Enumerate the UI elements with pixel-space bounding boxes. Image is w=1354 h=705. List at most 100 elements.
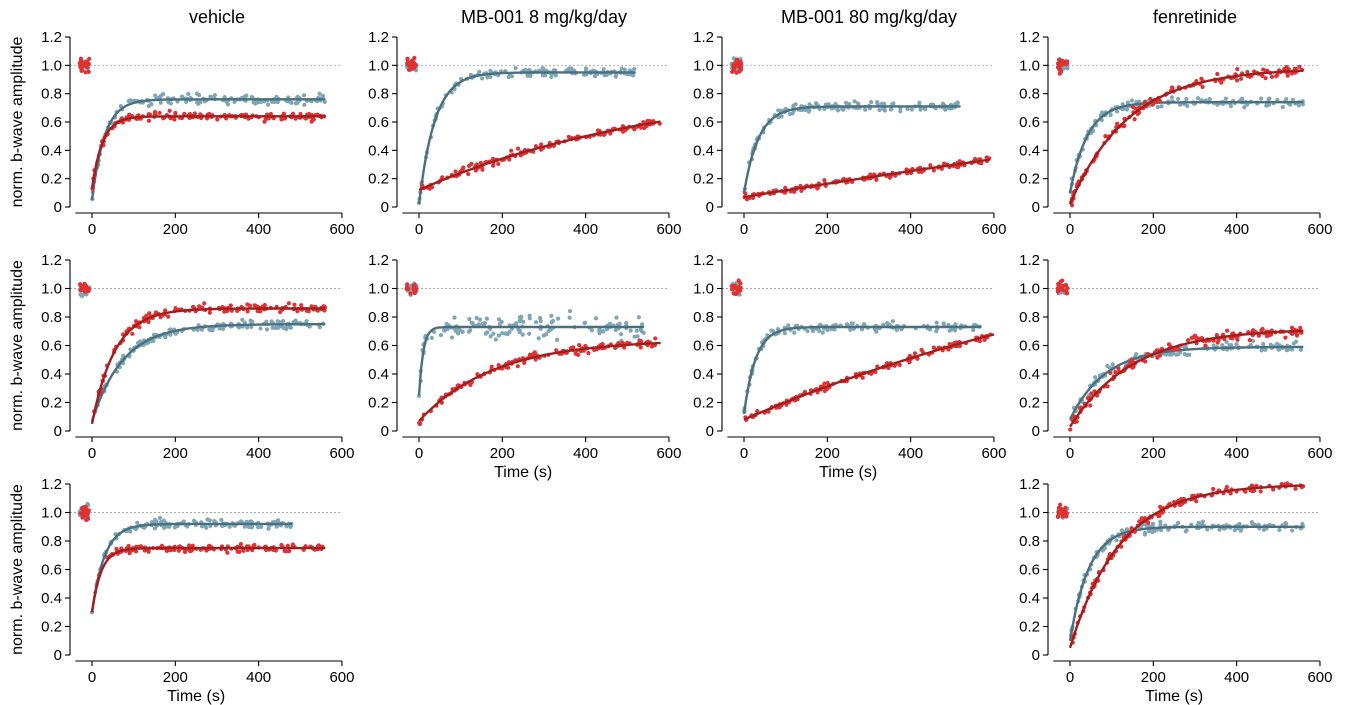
blue-data-point: [488, 68, 493, 73]
blue-data-point: [507, 329, 512, 335]
blue-data-point: [221, 326, 226, 331]
red-data-point: [238, 542, 243, 547]
red-data-point: [576, 352, 581, 357]
blue-data-point: [1261, 342, 1266, 347]
blue-data-point: [1263, 347, 1268, 352]
red-data-point: [1251, 328, 1256, 333]
x-axis-title: Time (s): [819, 464, 877, 481]
blue-data-point: [513, 65, 518, 71]
red-baseline-point: [732, 62, 737, 67]
red-data-point: [1238, 76, 1244, 81]
blue-data-point: [159, 519, 164, 525]
blue-data-point: [952, 328, 958, 333]
blue-data-point: [855, 101, 860, 106]
red-data-point: [822, 178, 827, 183]
red-data-point: [577, 343, 582, 348]
y-tick-label: 0.2: [1019, 395, 1040, 412]
blue-data-point: [601, 67, 606, 72]
blue-data-point: [567, 315, 572, 320]
blue-data-point: [195, 327, 200, 332]
red-data-point: [157, 110, 162, 116]
blue-data-point: [320, 94, 326, 100]
column-title: vehicle: [189, 7, 245, 27]
blue-data-point: [1229, 342, 1234, 348]
red-data-point: [163, 308, 168, 313]
x-tick-label: 600: [656, 445, 681, 462]
y-tick-label: 0.2: [368, 171, 389, 188]
red-data-point: [822, 381, 827, 386]
blue-data-point: [477, 317, 483, 322]
blue-data-point: [1296, 103, 1302, 108]
blue-data-point: [1177, 102, 1183, 107]
red-data-point: [1259, 328, 1264, 333]
blue-data-point: [517, 319, 522, 324]
blue-data-point: [266, 526, 271, 531]
blue-data-point: [179, 94, 185, 99]
red-data-point: [1103, 133, 1108, 139]
blue-data-point: [456, 331, 461, 336]
red-data-point: [1157, 353, 1163, 358]
y-tick-label: 0: [706, 423, 714, 440]
column-title: fenretinide: [1153, 7, 1237, 27]
blue-data-point: [246, 524, 251, 530]
red-data-point: [1294, 332, 1300, 337]
blue-data-point: [947, 328, 952, 333]
y-tick-label: 1.2: [1019, 29, 1040, 46]
blue-data-point: [927, 327, 933, 332]
red-data-point: [130, 331, 135, 336]
x-tick-label: 0: [1066, 669, 1074, 686]
red-data-point: [173, 110, 178, 115]
red-data-point: [258, 309, 263, 314]
red-data-point: [1190, 335, 1195, 340]
red-data-point: [1074, 419, 1079, 424]
red-data-point: [1108, 370, 1113, 376]
blue-data-point: [1169, 95, 1175, 100]
red-data-point: [1113, 370, 1118, 375]
red-data-point: [133, 549, 139, 554]
y-tick-label: 1.2: [1019, 252, 1040, 269]
x-tick-label: 200: [1141, 669, 1166, 686]
blue-data-point: [583, 66, 589, 71]
blue-data-point: [496, 333, 501, 338]
blue-data-point: [468, 328, 473, 333]
red-baseline-point: [83, 63, 88, 69]
red-data-point: [1269, 74, 1275, 80]
y-tick-label: 0.8: [1019, 309, 1040, 326]
y-tick-label: 0.4: [41, 590, 62, 607]
blue-data-point: [971, 327, 976, 333]
blue-data-point: [496, 317, 502, 322]
red-data-point: [202, 301, 207, 306]
blue-data-point: [474, 315, 479, 321]
x-tick-label: 200: [1141, 221, 1166, 238]
blue-data-point: [288, 325, 293, 330]
blue-fit-curve: [417, 71, 636, 205]
blue-data-point: [877, 107, 882, 113]
blue-data-point: [841, 107, 846, 112]
red-baseline-point: [1056, 281, 1061, 287]
blue-data-point: [438, 333, 444, 338]
red-data-point: [743, 191, 748, 196]
blue-data-point: [1129, 98, 1135, 103]
red-data-point: [1200, 84, 1205, 90]
red-data-point: [1298, 325, 1303, 330]
blue-data-point: [146, 103, 152, 109]
y-tick-label: 0.4: [41, 366, 62, 383]
y-tick-label: 0.2: [368, 395, 389, 412]
red-baseline-point: [79, 64, 84, 69]
red-data-point: [1256, 333, 1261, 338]
y-tick-label: 1.2: [41, 252, 62, 269]
red-data-point: [1243, 489, 1248, 494]
blue-data-point: [1150, 521, 1156, 526]
blue-data-point: [536, 336, 541, 341]
panel: 0 0.2 0.4 0.6 0.8 1.0 1.2 0 200 400 600 norm. b-wav…: [9, 476, 354, 705]
blue-data-point: [869, 99, 874, 105]
blue-data-point: [1237, 521, 1242, 527]
blue-data-point: [210, 328, 215, 333]
red-baseline-point: [80, 515, 85, 520]
red-data-point: [190, 304, 196, 310]
x-tick-label: 600: [981, 445, 1006, 462]
red-data-point: [215, 117, 220, 122]
column-title: MB-001 8 mg/kg/day: [461, 7, 627, 27]
y-tick-label: 0.6: [41, 562, 62, 579]
blue-data-point: [284, 524, 289, 529]
